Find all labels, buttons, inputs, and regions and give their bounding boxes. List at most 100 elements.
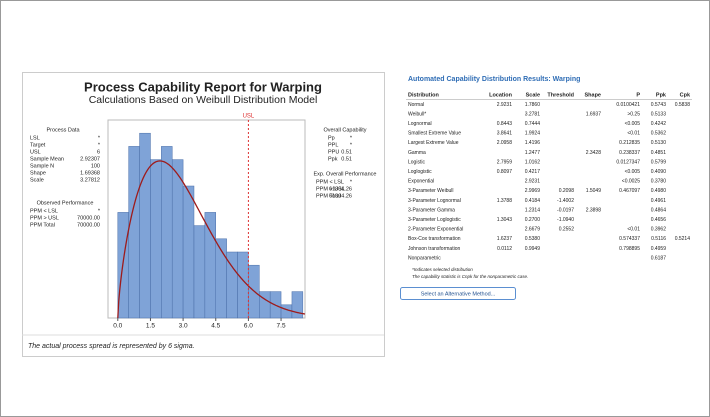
table-cell: <0.005 [625, 121, 641, 127]
expected-performance-label: PPM < LSL [316, 179, 344, 185]
process-data-value: * [98, 135, 101, 141]
overall-capability-value: * [350, 135, 353, 141]
table-cell: Box-Cox transformation [408, 236, 461, 242]
table-cell: 0.3962 [651, 227, 667, 233]
overall-capability-title: Overall Capability [323, 127, 366, 133]
process-data-label: Scale [30, 177, 44, 183]
table-cell: 0.5214 [675, 236, 691, 242]
process-data-label: Sample Mean [30, 156, 64, 162]
table-cell: 1.3788 [497, 198, 513, 204]
table-cell: Johnson transformation [408, 246, 460, 252]
process-data-label: USL [30, 149, 41, 155]
table-cell: 2.7959 [497, 159, 513, 165]
alternative-method-button[interactable] [400, 287, 516, 300]
x-tick-label: 1.5 [146, 323, 155, 330]
histogram-bar [259, 291, 271, 319]
table-note: *Indicates selected distribution [412, 267, 473, 272]
table-cell: Lognormal [408, 121, 432, 127]
table-cell: 0.0112 [497, 246, 512, 252]
usl-label: USL [243, 114, 255, 120]
process-data-label: Target [30, 142, 46, 148]
table-cell: 2.9231 [497, 102, 513, 108]
table-cell: 0.0127347 [616, 159, 640, 165]
expected-performance-value: 61804.26 [329, 193, 352, 199]
table-cell: 3.2781 [525, 111, 541, 117]
table-cell: 0.2098 [559, 188, 575, 194]
table-cell: 3-Parameter Loglogistic [408, 217, 461, 223]
table-cell: 3-Parameter Gamma [408, 207, 455, 213]
overall-capability-label: Ppk [328, 156, 338, 162]
table-cell: Gamma [408, 150, 426, 156]
table-cell: -1.0940 [557, 217, 574, 223]
x-tick-label: 4.5 [211, 323, 220, 330]
table-cell: 1.2314 [525, 207, 541, 213]
table-cell: 2-Parameter Exponential [408, 227, 463, 233]
histogram-bar [193, 225, 206, 319]
report-title: Process Capability Report for Warping [84, 79, 322, 94]
table-cell: -1.4002 [557, 198, 574, 204]
table-header: Distribution [408, 92, 439, 98]
table-note: The capability statistic is Cnpk for the… [412, 274, 528, 279]
table-header: Cpk [680, 92, 691, 98]
button-label[interactable]: Select an Alternative Method... [421, 291, 496, 297]
overall-capability-label: PPU [328, 149, 339, 155]
table-cell: 0.6187 [651, 255, 667, 261]
table-cell: 0.212835 [619, 140, 640, 146]
histogram-bar [139, 132, 151, 319]
overall-capability-value: 0.51 [341, 156, 352, 162]
table-cell: 2.0958 [497, 140, 513, 146]
table-cell: 0.4656 [651, 217, 667, 223]
table-cell: 0.4242 [651, 121, 667, 127]
observed-performance-title: Observed Performance [37, 200, 94, 206]
table-header: P [636, 92, 640, 98]
table-cell: 1.3043 [497, 217, 513, 223]
process-data-value: 6 [97, 149, 100, 155]
process-data-value: 1.69368 [80, 170, 100, 176]
table-cell: 0.4090 [651, 169, 667, 175]
table-cell: 2.6679 [525, 227, 541, 233]
table-cell: 0.8443 [497, 121, 513, 127]
table-cell: 0.574337 [619, 236, 640, 242]
x-tick-label: 6.0 [244, 323, 253, 330]
table-cell: 0.4217 [525, 169, 541, 175]
table-cell: >0.25 [627, 111, 640, 117]
table-cell: 2.9969 [525, 188, 541, 194]
histogram-bar [182, 185, 195, 319]
overall-capability-value: * [350, 142, 353, 148]
table-cell: 0.0100421 [616, 102, 640, 108]
table-header: Location [489, 92, 513, 98]
process-data-value: * [98, 142, 101, 148]
weibull-curve [117, 160, 306, 319]
histogram-bar [280, 304, 293, 319]
table-cell: 0.5130 [651, 140, 667, 146]
x-tick-label: 0.0 [113, 323, 122, 330]
table-cell: 0.4959 [651, 246, 667, 252]
table-cell: 0.5362 [651, 131, 667, 137]
histogram-bar [161, 146, 173, 319]
table-cell: 3-Parameter Lognormal [408, 198, 461, 204]
table-cell: Exponential [408, 179, 434, 185]
expected-performance-title: Exp. Overall Performance [314, 171, 377, 177]
table-cell: Logistic [408, 159, 425, 165]
process-data-value: 100 [91, 163, 100, 169]
table-cell: 3-Parameter Weibull [408, 188, 453, 194]
observed-performance-label: PPM > USL [30, 215, 59, 221]
observed-performance-value: 70000.00 [77, 215, 100, 221]
report-subtitle: Calculations Based on Weibull Distributi… [89, 94, 318, 106]
table-cell: Loglogistic [408, 169, 432, 175]
x-tick-label: 3.0 [179, 323, 188, 330]
table-cell: Nonparametric [408, 255, 441, 261]
table-cell: 2.9231 [525, 179, 541, 185]
table-cell: 0.5799 [651, 159, 667, 165]
expected-performance-value: * [350, 179, 353, 185]
table-cell: -0.0197 [557, 207, 574, 213]
process-data-value: 3.27812 [80, 177, 100, 183]
table-cell: <0.005 [625, 169, 641, 175]
table-cell: 0.5380 [525, 236, 541, 242]
expected-performance-label: PPM Total [316, 193, 341, 199]
overall-capability-value: 0.51 [341, 149, 352, 155]
table-cell: 0.4184 [525, 198, 541, 204]
histogram-bar [128, 146, 140, 319]
